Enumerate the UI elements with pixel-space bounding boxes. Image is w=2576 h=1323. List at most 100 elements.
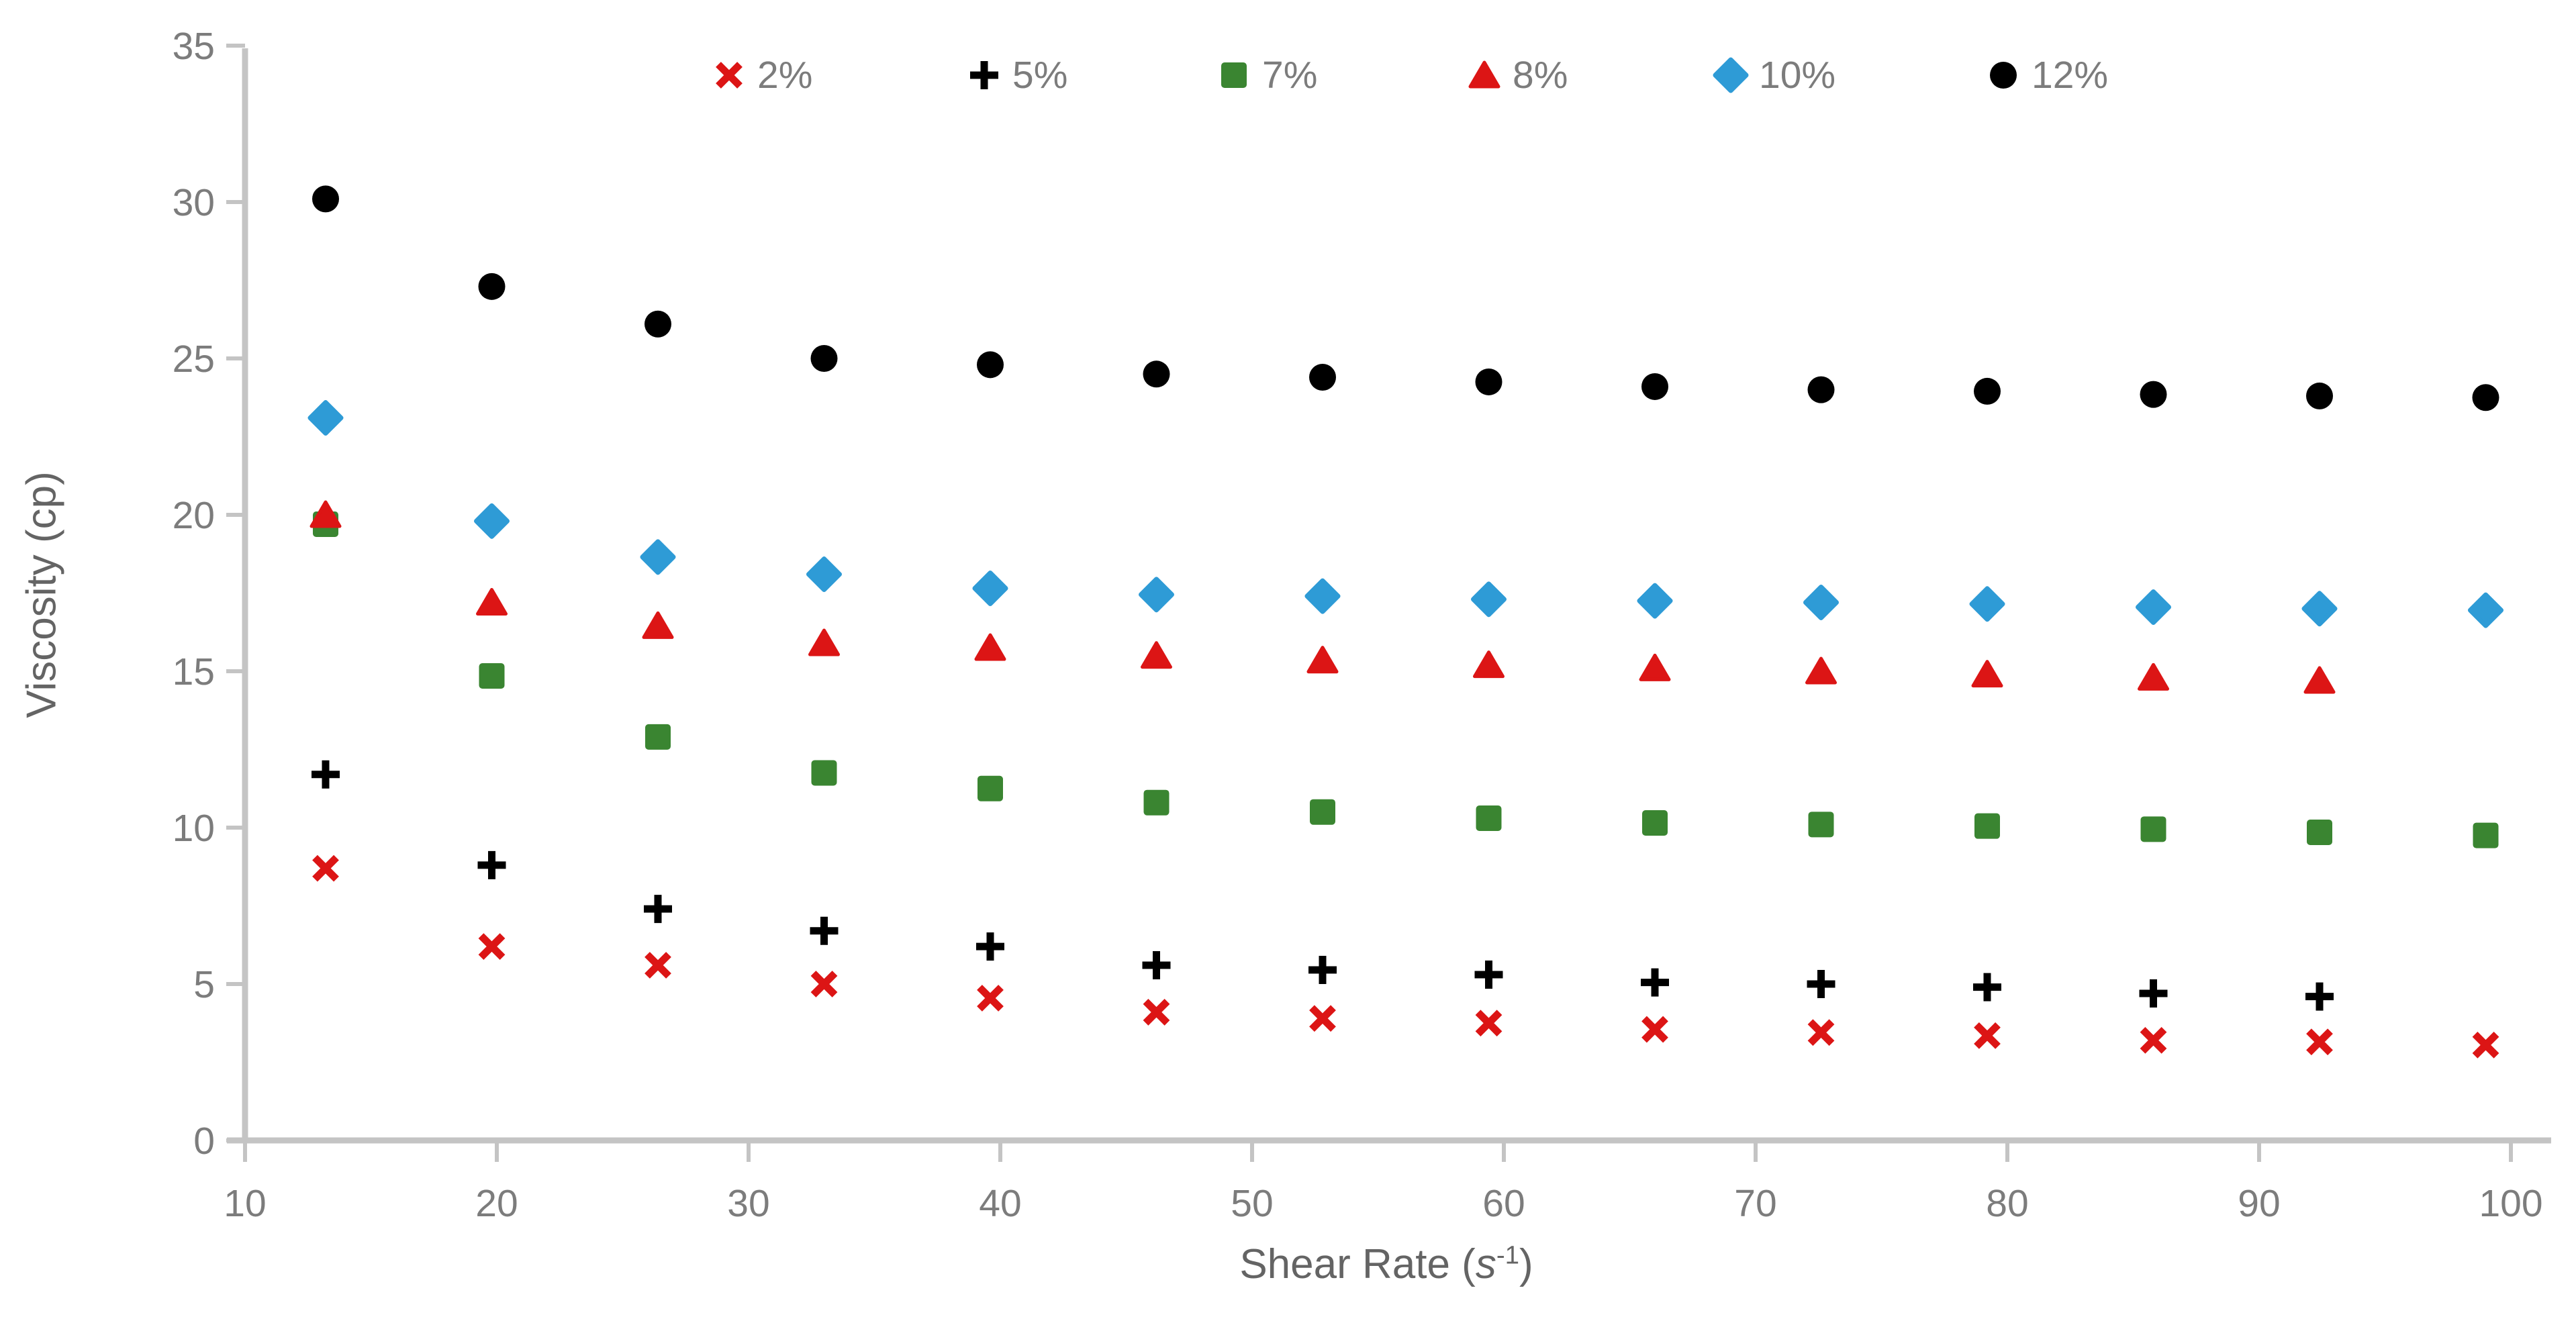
- y-tick-label: 15: [173, 650, 215, 693]
- x-marker: [2140, 1026, 2167, 1054]
- circle-marker: [1807, 376, 1835, 403]
- diamond-marker: [1471, 581, 1507, 618]
- legend-label: 12%: [2032, 54, 2109, 97]
- triangle-marker: [2303, 666, 2336, 694]
- circle-marker: [645, 310, 671, 338]
- x-marker: [977, 985, 1004, 1012]
- x-tick-label: 30: [727, 1182, 769, 1225]
- x-axis-title: Shear Rate (s-1): [1239, 1240, 1533, 1288]
- legend-circle-icon: [1990, 62, 2017, 89]
- x-tick-label: 60: [1482, 1182, 1525, 1225]
- square-marker: [2140, 816, 2166, 842]
- x-axis-title-suffix: ): [1519, 1241, 1533, 1287]
- y-tick-label: 0: [193, 1120, 215, 1163]
- x-axis-title-symbol: s: [1475, 1241, 1496, 1287]
- circle-marker: [977, 351, 1004, 379]
- legend-item-8%: 8%: [1466, 55, 1568, 95]
- square-marker: [1310, 799, 1335, 825]
- triangle-marker: [1306, 646, 1339, 674]
- x-tick-label: 20: [475, 1182, 518, 1225]
- x-tick-label: 10: [224, 1182, 266, 1225]
- legend-item-2%: 2%: [710, 55, 812, 95]
- circle-marker: [1143, 360, 1170, 388]
- diamond-marker: [1637, 583, 1673, 619]
- diamond-marker: [640, 539, 676, 575]
- x-tick-label: 50: [1231, 1182, 1273, 1225]
- triangle-marker: [1805, 656, 1837, 685]
- plus-marker: [644, 895, 672, 924]
- legend-x-icon: [716, 62, 743, 89]
- x-marker: [478, 933, 506, 960]
- circle-marker: [1974, 377, 2001, 405]
- triangle-marker: [1141, 641, 1172, 669]
- square-marker: [1642, 810, 1668, 836]
- diamond-marker: [2136, 589, 2171, 625]
- legend-label: 7%: [1262, 54, 1318, 97]
- legend-plus-icon: [970, 61, 998, 89]
- square-marker: [2307, 819, 2332, 845]
- series-7%: [313, 511, 2499, 848]
- x-marker: [645, 952, 671, 979]
- circle-marker: [2140, 381, 2167, 408]
- circle-marker: [1641, 373, 1668, 400]
- x-marker: [810, 971, 838, 997]
- x-tick-label: 70: [1734, 1182, 1776, 1225]
- triangle-marker: [309, 500, 342, 528]
- y-tick-label: 20: [173, 494, 215, 537]
- x-marker: [2472, 1031, 2499, 1059]
- plus-marker: [1973, 973, 2001, 1001]
- series-8%: [309, 500, 2336, 694]
- plus-marker: [1641, 968, 1669, 997]
- square-marker: [1974, 813, 2000, 839]
- plus-marker: [976, 932, 1004, 961]
- circle-marker: [1475, 368, 1502, 395]
- square-marker: [811, 760, 837, 786]
- legend-label: 8%: [1513, 54, 1568, 97]
- x-marker: [1475, 1010, 1502, 1037]
- series-12%: [312, 185, 2499, 411]
- triangle-marker: [974, 633, 1006, 661]
- circle-marker: [2472, 384, 2499, 411]
- plus-marker: [312, 760, 340, 789]
- x-tick-label: 80: [1986, 1182, 2028, 1225]
- x-tick-label: 40: [979, 1182, 1021, 1225]
- diamond-marker: [474, 503, 510, 539]
- circle-marker: [312, 185, 339, 213]
- legend-label: 10%: [1759, 54, 1836, 97]
- diamond-marker: [1969, 586, 2005, 622]
- series-5%: [312, 760, 2334, 1011]
- diamond-marker: [2301, 591, 2338, 627]
- legend-item-5%: 5%: [965, 55, 1067, 95]
- x-axis-title-prefix: Shear Rate (: [1239, 1241, 1476, 1287]
- plus-marker: [810, 916, 839, 945]
- circle-marker: [2306, 382, 2333, 409]
- series-10%: [307, 400, 2503, 628]
- triangle-marker: [1473, 650, 1505, 679]
- plus-marker: [477, 850, 506, 879]
- diamond-marker: [972, 571, 1008, 607]
- diamond-marker: [1304, 578, 1341, 614]
- legend-diamond-icon: [1713, 57, 1749, 93]
- y-tick-label: 25: [173, 338, 215, 381]
- x-marker: [1641, 1016, 1668, 1043]
- legend-square-icon: [1221, 62, 1247, 88]
- square-marker: [1476, 805, 1502, 832]
- circle-marker: [810, 345, 838, 372]
- plus-marker: [2139, 979, 2168, 1008]
- y-tick-label: 35: [173, 25, 215, 68]
- plus-marker: [2305, 982, 2334, 1011]
- square-marker: [977, 775, 1003, 801]
- triangle-marker: [2138, 663, 2169, 691]
- series-2%: [312, 854, 2499, 1059]
- square-marker: [645, 724, 671, 750]
- circle-marker: [1309, 363, 1336, 391]
- plus-marker: [1807, 970, 1835, 998]
- x-tick-label: 100: [2479, 1182, 2542, 1225]
- triangle-marker: [476, 587, 508, 616]
- y-axis-title: Viscosity (cp): [18, 471, 65, 718]
- x-marker: [312, 854, 339, 882]
- diamond-marker: [1139, 577, 1174, 613]
- plus-marker: [1142, 951, 1171, 980]
